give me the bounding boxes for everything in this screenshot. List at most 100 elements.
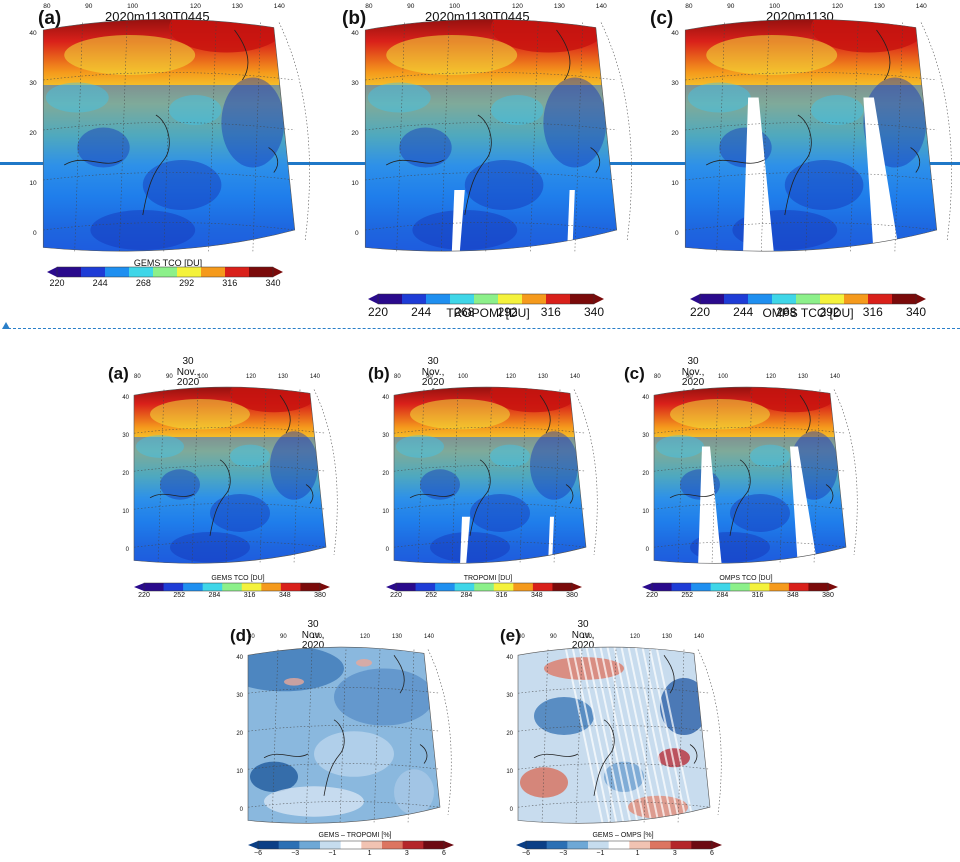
lon-tick-label: 120 [766,374,777,380]
lat-tick-label: 0 [240,807,244,813]
middle-panel-1-colorbar-tick: 380 [314,592,326,599]
middle-panel-1-colorbar-tick: 284 [208,592,221,599]
lat-tick-label: 40 [122,395,129,401]
lat-tick-label: 40 [351,30,359,37]
lat-tick-label: 20 [236,731,243,737]
middle-panel-2-title-date: 30 Nov., 2020 [421,356,445,388]
middle-panel-2-colorbar [386,582,582,592]
lon-tick-label: 140 [424,634,435,640]
middle-panel-3-title-date: 30 Nov., 2020 [681,356,705,388]
lon-tick-label: 140 [830,374,841,380]
graticule [43,22,295,253]
lat-tick-label: 0 [510,807,514,813]
middle-panel-1-colorbar-tick: 252 [173,592,186,599]
graticule [133,389,327,565]
lon-tick-label: 90 [407,3,415,10]
lon-tick-label: 80 [134,374,141,380]
top-panel-1-colorbar-label: GEMS TCO [DU] [133,258,203,268]
lat-tick-label: 20 [122,471,129,477]
lon-tick-label: 120 [246,374,257,380]
lon-tick-label: 130 [232,3,243,10]
graticule [517,649,711,825]
top-panel-3-colorbar-tick: 316 [862,305,883,319]
top-panel-2-colorbar-tick: 268 [454,305,475,319]
top-panel-1-letter: (a) [38,8,62,29]
lat-tick-label: 30 [671,80,679,87]
lon-tick-label: 90 [85,3,93,10]
top-panel-1-colorbar-tick: 292 [179,278,195,288]
lon-tick-label: 80 [365,3,373,10]
top-panel-3-colorbar-tick: 244 [733,305,754,319]
middle-panel-2-colorbar-tick: 220 [390,592,402,599]
bottom-panel-2-title-date: 30 Nov., 2020 [571,619,595,651]
bottom-panel-2-letter: (e) [500,626,521,645]
lat-tick-label: 0 [386,547,390,553]
lon-tick-label: 90 [550,634,557,640]
lat-tick-label: 0 [126,547,130,553]
coastline [63,29,279,216]
lat-tick-label: 30 [382,433,389,439]
middle-panel-2-colorbar-tick: 284 [460,592,473,599]
lon-tick-label: 90 [426,374,433,380]
lon-tick-label: 80 [394,374,401,380]
bottom-panel-2-colorbar-tick: −6 [522,850,530,857]
top-panel-1-colorbar-tick: 268 [135,278,151,288]
lon-tick-label: 130 [662,634,673,640]
graticule [365,22,617,253]
top-panel-1-colorbar-tick: 316 [222,278,238,288]
bottom-panel-1-letter: (d) [230,626,252,645]
arrow-up-icon [2,322,10,329]
lat-tick-label: 10 [382,509,389,515]
lat-tick-label: 20 [671,130,679,137]
middle-panel-3-colorbar-tick: 316 [751,592,764,599]
middle-panel-3-colorbar-tick: 380 [822,592,834,599]
top-panel-2-letter: (b) [342,8,367,29]
coastline [409,394,574,536]
coastline [149,394,314,536]
lon-tick-label: 130 [392,634,403,640]
lon-tick-label: 80 [654,374,661,380]
middle-panel-2-colorbar-tick: 252 [425,592,438,599]
lat-tick-label: 30 [122,433,129,439]
middle-panel-1-colorbar-tick: 220 [138,592,150,599]
lon-tick-label: 120 [512,3,523,10]
lon-tick-label: 140 [694,634,705,640]
graticule [393,389,587,565]
coastline [385,29,601,216]
lat-tick-label: 0 [33,230,37,237]
bottom-panel-1-colorbar-tick: −3 [291,850,300,857]
lat-tick-label: 20 [29,130,37,137]
middle-panel-2-letter: (b) [368,364,390,383]
top-panel-3-letter: (c) [650,8,674,29]
horizontal-divider-dashed [8,328,960,329]
lat-tick-label: 10 [671,180,679,187]
top-panel-3-colorbar-tick: 268 [776,305,797,319]
lat-tick-label: 10 [122,509,129,515]
lon-tick-label: 90 [686,374,693,380]
bottom-panel-2-colorbar-tick: −1 [596,850,605,857]
lon-tick-label: 80 [43,3,51,10]
lat-tick-label: 40 [236,655,243,661]
lon-tick-label: 130 [874,3,885,10]
bottom-panel-2-colorbar-label: GEMS – OMPS [%] [592,832,654,839]
lat-tick-label: 30 [642,433,649,439]
lat-tick-label: 0 [355,230,359,237]
lon-tick-label: 100 [198,374,209,380]
middle-panel-2-colorbar-tick: 380 [566,592,578,599]
lon-tick-label: 90 [727,3,735,10]
lat-tick-label: 40 [642,395,649,401]
top-panel-2-colorbar-tick: 292 [497,305,518,319]
bottom-panel-1-colorbar-tick: −1 [328,850,337,857]
middle-panel-1-colorbar-label: GEMS TCO [DU] [211,575,265,582]
lon-tick-label: 120 [832,3,843,10]
lat-tick-label: 40 [671,30,679,37]
top-panel-2-colorbar-tick: 340 [583,305,605,319]
lon-tick-label: 130 [538,374,549,380]
bottom-panel-1-colorbar-tick: 3 [404,850,409,857]
